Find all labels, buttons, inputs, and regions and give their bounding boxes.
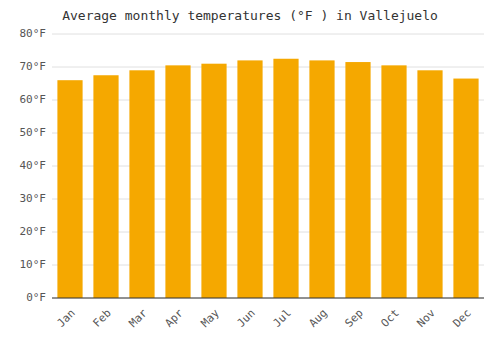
chart-svg: 0°F 10°F 20°F 30°F 40°F 50°F 60°F 70°F 80°F Jan Fe… xyxy=(0,0,500,350)
y-tick-label: 20°F xyxy=(20,225,47,238)
bar xyxy=(129,70,154,298)
x-tick-label: Aug xyxy=(307,307,330,330)
y-tick-label: 10°F xyxy=(20,258,47,271)
y-grid xyxy=(52,34,484,298)
bar xyxy=(453,79,478,298)
y-tick-label: 60°F xyxy=(20,93,47,106)
bars xyxy=(57,59,478,298)
grid-line xyxy=(52,67,484,68)
x-tick-label: Dec xyxy=(451,307,474,330)
bar xyxy=(237,60,262,298)
bar xyxy=(93,75,118,298)
bar xyxy=(417,70,442,298)
y-tick-label: 30°F xyxy=(20,192,47,205)
x-tick-label: Sep xyxy=(343,307,366,330)
x-tick-label: Jun xyxy=(235,307,258,330)
x-axis-line xyxy=(52,298,484,299)
y-tick-label: 0°F xyxy=(26,291,46,304)
x-tick-label: Mar xyxy=(127,306,151,330)
y-tick-label: 70°F xyxy=(20,60,47,73)
background xyxy=(0,0,500,350)
x-tick-label: Jul xyxy=(271,307,294,330)
y-tick-labels: 0°F 10°F 20°F 30°F 40°F 50°F 60°F 70°F 80°F xyxy=(20,27,47,304)
x-tick-label: May xyxy=(199,306,223,330)
bar xyxy=(57,80,82,298)
x-tick-label: Oct xyxy=(379,307,402,330)
grid-line xyxy=(52,34,484,35)
chart-container: 0°F 10°F 20°F 30°F 40°F 50°F 60°F 70°F 80°F Jan Fe… xyxy=(0,0,500,350)
bar xyxy=(345,62,370,298)
x-tick-labels: Jan Feb Mar Apr May Jun Jul Aug Sep Oct Nov Dec xyxy=(55,306,474,330)
bar xyxy=(273,59,298,298)
x-tick-label: Nov xyxy=(415,306,439,330)
y-tick-label: 40°F xyxy=(20,159,47,172)
bar xyxy=(165,65,190,298)
chart-title: Average monthly temperatures (°F ) in Va… xyxy=(62,8,438,23)
x-tick-label: Apr xyxy=(163,306,187,330)
page: {"chart_data": {"type": "bar", "title": … xyxy=(0,0,500,350)
grid-line xyxy=(52,298,484,299)
x-tick-label: Jan xyxy=(55,307,78,330)
bar xyxy=(381,65,406,298)
y-tick-label: 50°F xyxy=(20,126,47,139)
bar xyxy=(309,60,334,298)
y-tick-label: 80°F xyxy=(20,27,47,40)
bar xyxy=(201,64,226,298)
x-tick-label: Feb xyxy=(91,307,114,330)
